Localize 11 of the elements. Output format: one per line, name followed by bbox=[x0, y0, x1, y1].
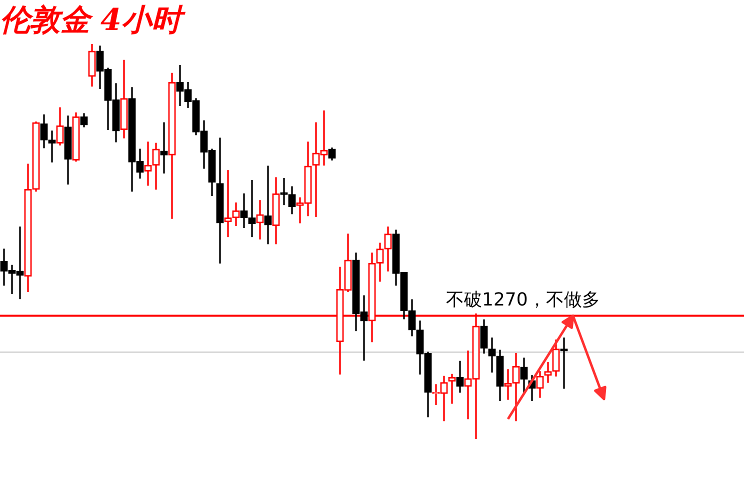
candlestick bbox=[448, 374, 456, 404]
ref-line-label: 不破1270，不做多 bbox=[446, 289, 600, 310]
candlestick bbox=[560, 338, 568, 389]
candlestick bbox=[48, 130, 56, 162]
candlestick bbox=[264, 166, 272, 244]
candlestick bbox=[544, 362, 552, 383]
candlestick bbox=[160, 122, 168, 174]
chart-title: 伦敦金 4小时 bbox=[0, 2, 186, 38]
candlestick bbox=[488, 338, 496, 373]
candlestick bbox=[280, 178, 288, 206]
candlestick bbox=[256, 200, 264, 240]
